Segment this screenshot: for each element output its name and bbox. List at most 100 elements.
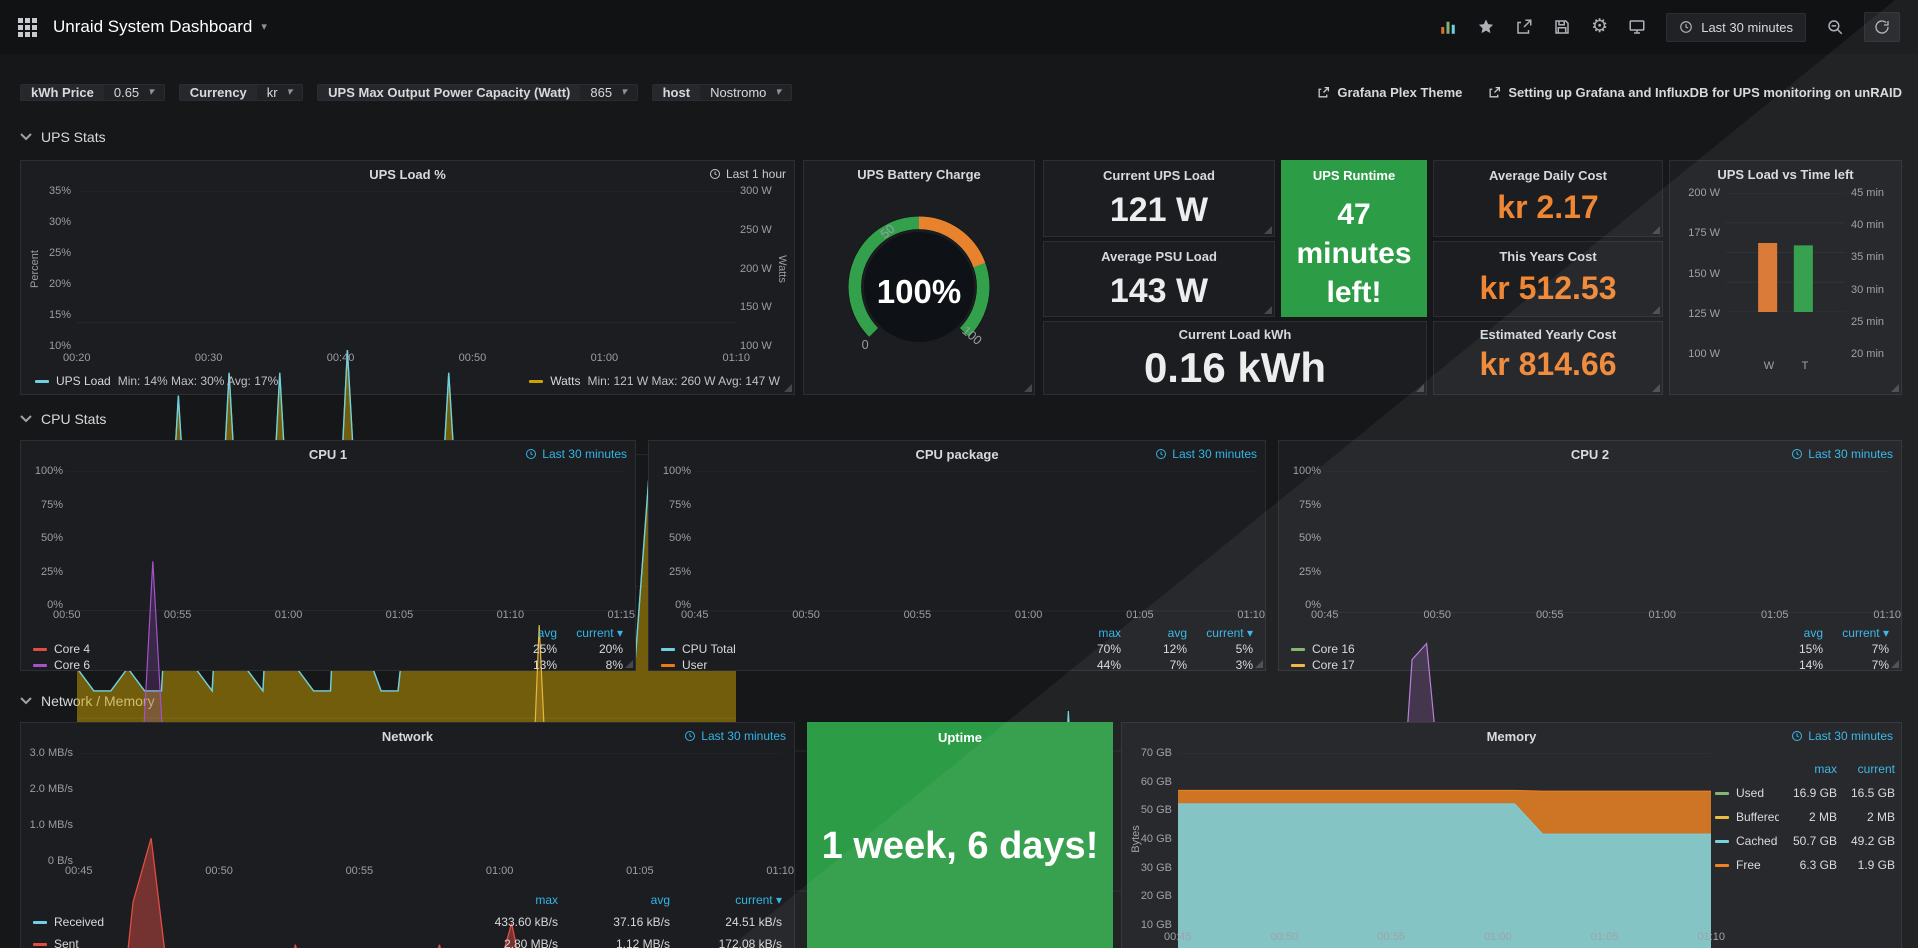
legend-column-header[interactable]: current ▾ xyxy=(576,626,623,640)
panel-resize-handle[interactable] xyxy=(1416,384,1424,392)
y-axis-ticks: 100% 75% 50% 25% 0% xyxy=(1287,465,1321,611)
legend-value: 25% xyxy=(532,642,557,656)
legend-column-header[interactable]: max xyxy=(535,893,558,907)
share-icon[interactable] xyxy=(1515,18,1533,36)
variable-currency[interactable]: Currency kr ▾ xyxy=(178,83,304,101)
panel-resize-handle[interactable] xyxy=(784,384,792,392)
legend-column-header[interactable]: current xyxy=(1857,762,1895,776)
battery-gauge: 0 50 100 xyxy=(847,215,991,352)
ups-bar-chart[interactable] xyxy=(1726,193,1845,312)
link-grafana-plex-theme[interactable]: Grafana Plex Theme xyxy=(1317,85,1462,100)
panel-resize-handle[interactable] xyxy=(1891,384,1899,392)
clock-icon xyxy=(1792,731,1803,741)
panel-timerange-link[interactable]: Last 1 hour xyxy=(709,167,786,181)
legend-column-header[interactable]: avg xyxy=(1803,626,1823,640)
cycle-view-monitor-icon[interactable] xyxy=(1628,18,1646,36)
legend-item[interactable]: Core 4 xyxy=(33,641,491,657)
legend-column-header[interactable]: current ▾ xyxy=(735,893,782,907)
variable-kwh-price[interactable]: kWh Price 0.65 ▾ xyxy=(20,83,165,101)
variable-value-dropdown[interactable]: Nostromo ▾ xyxy=(700,85,791,100)
zoom-out-icon[interactable] xyxy=(1826,18,1844,36)
legend-column-header[interactable]: max xyxy=(1098,626,1121,640)
legend-column-header[interactable]: avg xyxy=(537,626,557,640)
panel-current-ups-load: Current UPS Load 121 W xyxy=(1043,160,1275,237)
axis-tick: 01:05 xyxy=(626,865,654,877)
panel-resize-handle[interactable] xyxy=(1264,226,1272,234)
variable-value-dropdown[interactable]: kr ▾ xyxy=(257,85,302,100)
legend-color-dash xyxy=(1715,839,1729,843)
panel-resize-handle[interactable] xyxy=(1255,660,1263,668)
panel-cpu1: CPU 1 Last 30 minutes 100% 75% 50% 25% 0% 00… xyxy=(20,440,636,948)
legend-item[interactable]: Buffered xyxy=(1715,805,1779,829)
time-range-label: Last 30 minutes xyxy=(1701,19,1793,35)
panel-header[interactable]: CPU 1 xyxy=(21,441,635,467)
panel-resize-handle[interactable] xyxy=(1652,384,1660,392)
legend-series-name: UPS Load xyxy=(56,374,111,388)
refresh-button[interactable] xyxy=(1864,12,1900,42)
legend-column-header[interactable]: current ▾ xyxy=(1206,626,1253,640)
time-range-picker[interactable]: Last 30 minutes xyxy=(1666,12,1806,42)
panel-resize-handle[interactable] xyxy=(625,660,633,668)
panel-timerange-link[interactable]: Last 30 minutes xyxy=(1791,729,1893,743)
panel-timerange-link[interactable]: Last 30 minutes xyxy=(1791,447,1893,461)
legend-item[interactable]: Watts Min: 121 W Max: 260 W Avg: 147 W xyxy=(529,374,780,388)
axis-tick: 20% xyxy=(48,278,71,290)
legend-column-header[interactable]: current ▾ xyxy=(1842,626,1889,640)
panel-title-text: UPS Battery Charge xyxy=(857,166,981,182)
memory-chart[interactable] xyxy=(1178,753,1711,948)
legend-column-header[interactable]: avg xyxy=(650,893,670,907)
panel-resize-handle[interactable] xyxy=(1024,384,1032,392)
axis-tick: 01:10 xyxy=(496,609,525,621)
axis-tick: 00:50 xyxy=(53,609,81,621)
legend-item[interactable]: Free xyxy=(1715,853,1779,877)
gear-icon[interactable]: ⚙ xyxy=(1591,16,1609,37)
legend-item[interactable]: Core 16 xyxy=(1291,641,1757,657)
variable-ups-max-output[interactable]: UPS Max Output Power Capacity (Watt) 865… xyxy=(317,83,638,101)
panel-header[interactable]: CPU 2 xyxy=(1279,441,1901,467)
variable-value-dropdown[interactable]: 865 ▾ xyxy=(580,85,636,100)
legend-item[interactable]: CPU Total xyxy=(661,641,1055,657)
y-axis-ticks: 100% 75% 50% 25% 0% xyxy=(657,465,691,611)
legend-item[interactable]: Core 6 xyxy=(33,657,491,673)
legend-item[interactable]: Sent xyxy=(33,933,446,948)
panel-header[interactable]: Memory xyxy=(1122,723,1901,749)
legend-color-dash xyxy=(529,379,544,383)
dashboards-grid-icon[interactable] xyxy=(18,17,37,37)
panel-resize-handle[interactable] xyxy=(1652,226,1660,234)
panel-timerange-link[interactable]: Last 30 minutes xyxy=(684,729,786,743)
panel-header[interactable]: UPS Load % xyxy=(21,161,794,187)
dashboard-title[interactable]: Unraid System Dashboard ▾ xyxy=(53,17,267,37)
save-icon[interactable] xyxy=(1553,18,1571,36)
legend-item[interactable]: Core 17 xyxy=(1291,657,1757,673)
panel-header[interactable]: UPS Battery Charge xyxy=(804,161,1034,187)
legend-value: 1.9 GB xyxy=(1857,858,1895,872)
variable-value-dropdown[interactable]: 0.65 ▾ xyxy=(104,85,164,100)
star-icon[interactable] xyxy=(1477,18,1495,36)
chevron-down-icon: ▾ xyxy=(775,85,781,98)
panel-header[interactable]: Network xyxy=(21,723,794,749)
link-grafana-influxdb-guide[interactable]: Setting up Grafana and InfluxDB for UPS … xyxy=(1488,85,1902,100)
panel-header[interactable]: CPU package xyxy=(649,441,1265,467)
legend-item[interactable]: Received xyxy=(33,911,446,933)
variable-label: host xyxy=(652,84,701,100)
legend-series-name: CPU Total xyxy=(682,642,736,656)
row-header-cpu-stats[interactable]: CPU Stats xyxy=(20,408,106,430)
legend-item[interactable]: Cached xyxy=(1715,829,1779,853)
legend-column-header[interactable]: max xyxy=(1814,762,1837,776)
panel-header[interactable]: UPS Load vs Time left xyxy=(1670,161,1901,187)
panel-timerange-link[interactable]: Last 30 minutes xyxy=(1155,447,1257,461)
panel-resize-handle[interactable] xyxy=(1652,306,1660,314)
legend-item[interactable]: User xyxy=(661,657,1055,673)
panel-resize-handle[interactable] xyxy=(1264,306,1272,314)
panel-average-psu-load: Average PSU Load 143 W xyxy=(1043,241,1275,317)
row-header-ups-stats[interactable]: UPS Stats xyxy=(20,126,106,148)
legend-color-dash xyxy=(33,663,47,667)
variable-host[interactable]: host Nostromo ▾ xyxy=(651,83,792,101)
panel-chart-icon[interactable] xyxy=(1439,18,1457,36)
legend-column-header[interactable]: avg xyxy=(1167,626,1187,640)
legend-item[interactable]: Used xyxy=(1715,781,1779,805)
panel-resize-handle[interactable] xyxy=(1891,660,1899,668)
gauge-min-label: 0 xyxy=(862,338,869,352)
panel-timerange-link[interactable]: Last 30 minutes xyxy=(525,447,627,461)
legend-item[interactable]: UPS Load Min: 14% Max: 30% Avg: 17% xyxy=(35,374,278,388)
